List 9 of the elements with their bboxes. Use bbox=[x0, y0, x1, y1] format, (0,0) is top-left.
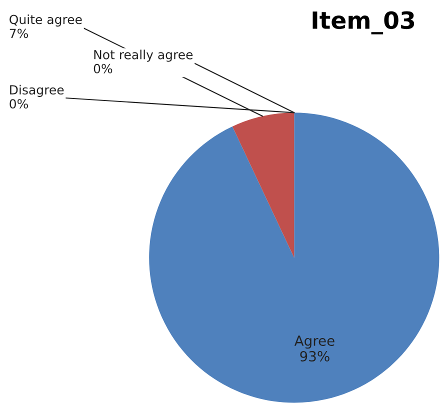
slice-label: Quite agree bbox=[10, 14, 82, 27]
data-label: 7% bbox=[10, 28, 28, 38]
text: 0% bbox=[94, 64, 112, 74]
chart-title: Item_03 bbox=[312, 11, 414, 34]
slice-label: Agree bbox=[294, 336, 334, 349]
category-label: Disagree bbox=[10, 84, 64, 97]
category-label: Not really agree bbox=[94, 50, 193, 62]
text: 0% bbox=[10, 99, 28, 109]
data-label: 93% bbox=[300, 351, 330, 362]
